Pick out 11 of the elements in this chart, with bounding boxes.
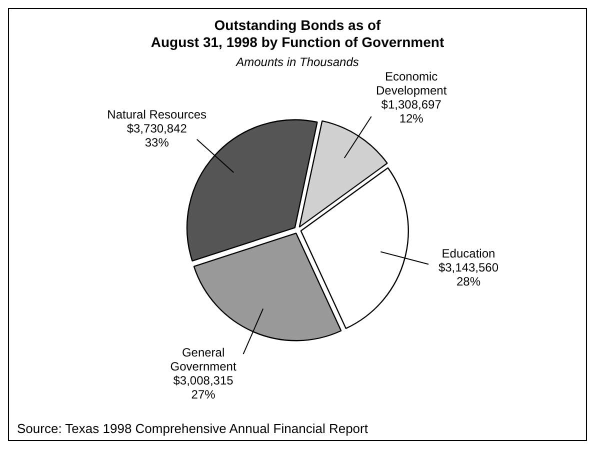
source-note: Source: Texas 1998 Comprehensive Annual Financial Report: [17, 421, 368, 436]
slice-label: Economic Development: [376, 69, 448, 98]
slice-label: Education: [442, 246, 496, 260]
data-label: $3,730,842 33%: [126, 122, 188, 150]
data-label: $1,308,697 12%: [381, 97, 442, 126]
data-label: $3,143,560 28%: [438, 260, 499, 288]
chart-subtitle: Amounts in Thousands: [234, 55, 360, 69]
chart-title: Outstanding Bonds as of August 31, 1998 by Function of Government: [150, 17, 446, 51]
data-label: $3,008,315 27%: [173, 374, 234, 402]
slice-label: Natural Resources: [107, 108, 207, 122]
slice-label: General Government: [170, 346, 237, 374]
